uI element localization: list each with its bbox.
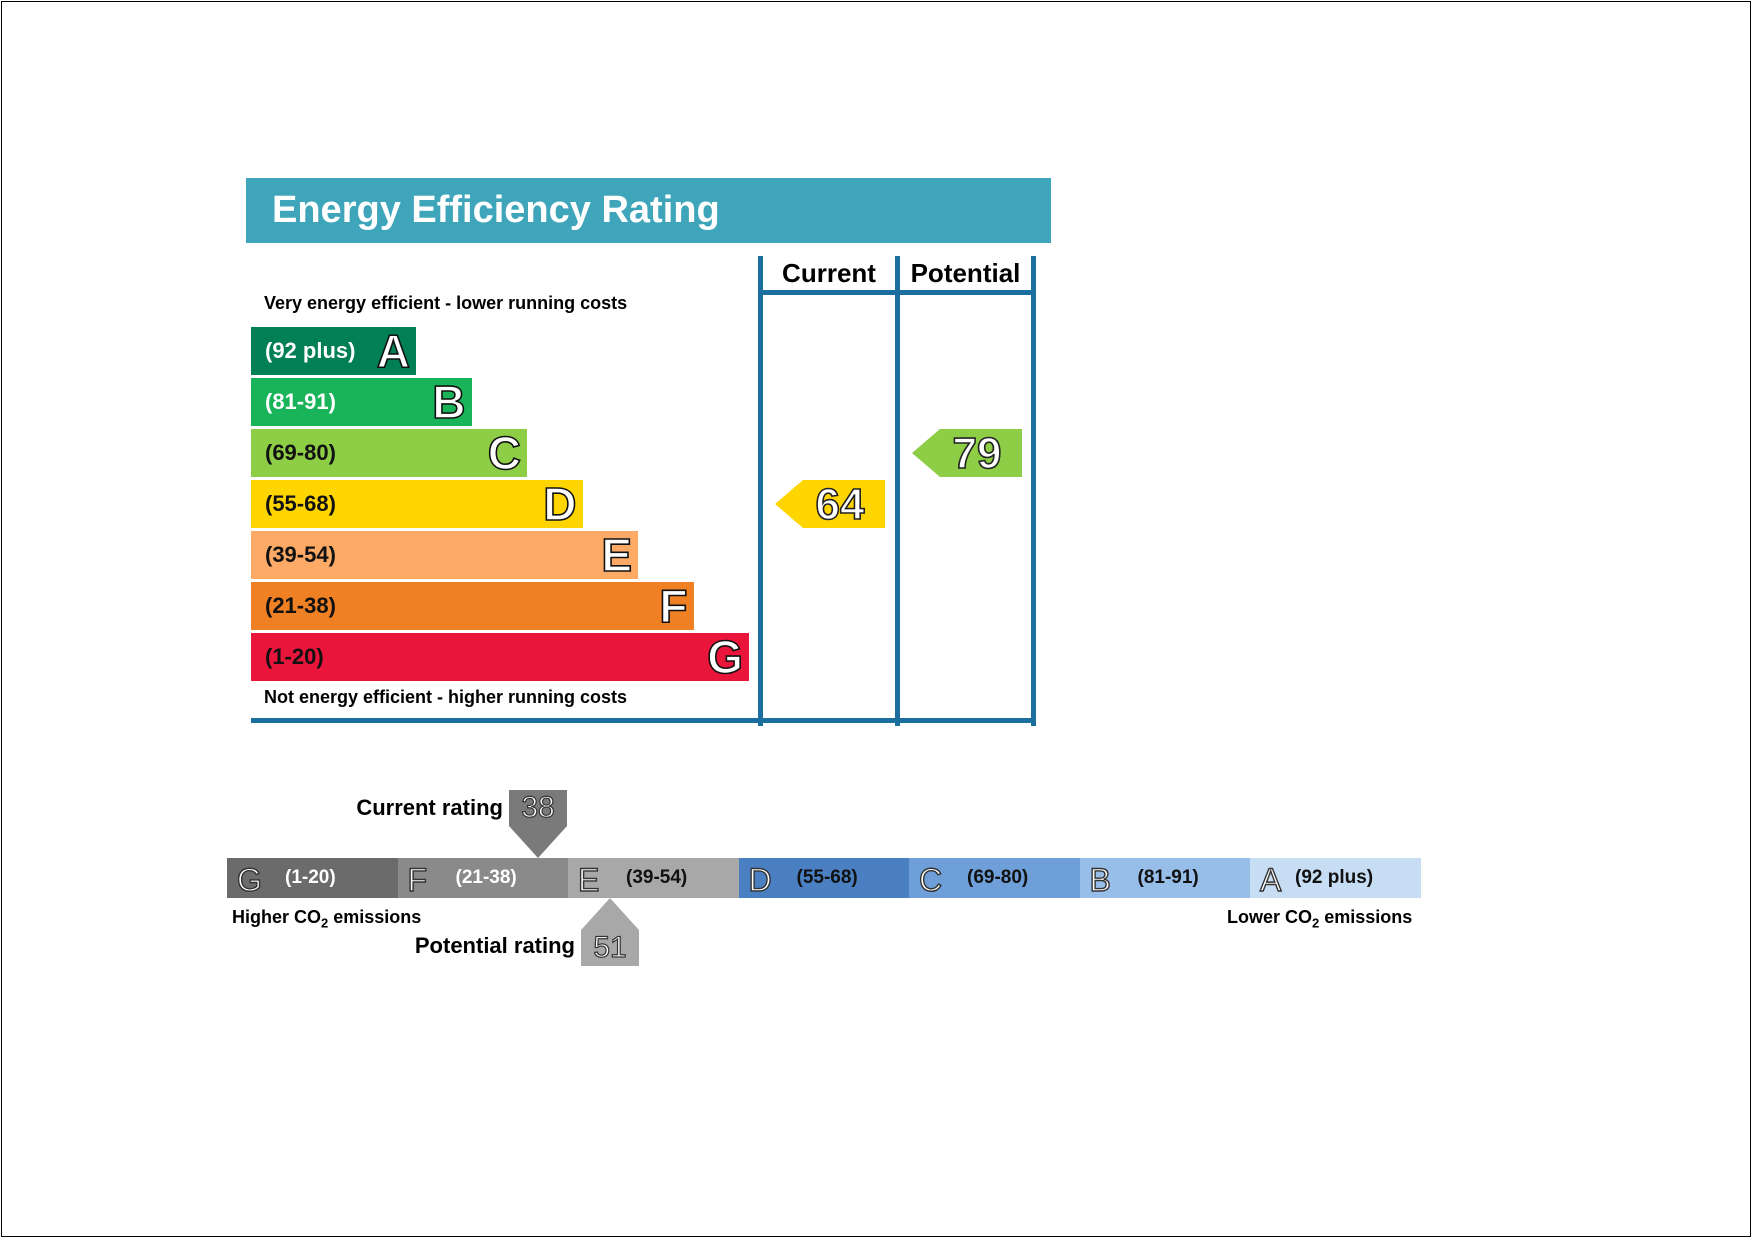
co2-segment-letter: G <box>236 861 262 898</box>
co2-segment-letter: B <box>1089 861 1112 898</box>
potential-column-header: Potential <box>910 258 1021 288</box>
column-line-middle <box>895 256 900 726</box>
top-caption: Very energy efficient - lower running co… <box>264 293 628 313</box>
co2-segment-range: (92 plus) <box>1295 867 1374 888</box>
potential-co2-marker-shape <box>581 898 639 966</box>
band-c: (69-80) C <box>251 426 527 480</box>
potential-co2-value: 51 <box>593 930 628 964</box>
band-letter: E <box>601 528 633 582</box>
column-line-left <box>758 256 763 726</box>
band-range-label: (92 plus) <box>265 338 356 363</box>
co2-segment-letter: A <box>1259 861 1282 898</box>
current-co2-marker: 38 <box>509 790 567 858</box>
higher-co2-caption: Higher CO2 emissions <box>232 907 422 931</box>
lower-co2-caption: Lower CO2 emissions <box>1227 907 1413 931</box>
potential-rating-arrow-value: 79 <box>952 428 1003 479</box>
co2-segment-e: E (39-54) <box>568 858 739 899</box>
current-co2-marker-shape <box>509 790 567 858</box>
band-f: (21-38) F <box>251 579 694 633</box>
potential-rating-arrow: 79 <box>912 428 1022 479</box>
current-rating-arrow-value: 64 <box>815 479 866 530</box>
band-d: (55-68) D <box>251 477 583 531</box>
band-range-label: (39-54) <box>265 542 336 567</box>
co2-segment-c: C (69-80) <box>909 858 1080 899</box>
bottom-caption: Not energy efficient - higher running co… <box>264 687 628 707</box>
current-rating-arrow: 64 <box>775 479 885 530</box>
column-line-right <box>1031 256 1036 726</box>
band-e: (39-54) E <box>251 528 638 582</box>
potential-co2-marker: 51 <box>581 898 639 966</box>
chart-title: Energy Efficiency Rating <box>272 189 720 231</box>
co2-segment-range: (55-68) <box>796 867 858 888</box>
band-b: (81-91) B <box>251 375 472 429</box>
current-column-header: Current <box>782 258 876 288</box>
current-rating-arrow-shape <box>775 480 885 528</box>
band-range-label: (81-91) <box>265 389 336 414</box>
co2-segment-range: (21-38) <box>455 867 517 888</box>
chart-bottom-line <box>251 718 1036 723</box>
current-co2-value: 38 <box>521 790 556 824</box>
band-letter: D <box>542 477 577 531</box>
co2-segment-range: (39-54) <box>626 867 688 888</box>
co2-segment-letter: F <box>407 861 428 898</box>
co2-segment-f: F (21-38) <box>397 858 569 899</box>
band-letter: C <box>487 426 522 480</box>
band-a: (92 plus) A <box>251 324 416 378</box>
column-header-divider <box>758 290 1036 295</box>
band-letter: A <box>376 324 411 378</box>
co2-segment-range: (69-80) <box>967 867 1029 888</box>
co2-segment-letter: C <box>918 861 943 898</box>
co2-segment-d: D (55-68) <box>738 858 910 899</box>
potential-co2-label: Potential rating <box>414 933 575 958</box>
band-range-label: (55-68) <box>265 491 336 516</box>
band-range-label: (69-80) <box>265 440 336 465</box>
band-letter: F <box>659 579 689 633</box>
band-letter: B <box>431 375 466 429</box>
co2-segment-b: B (81-91) <box>1079 858 1251 899</box>
band-range-label: (21-38) <box>265 593 336 618</box>
title-bar <box>246 178 1051 243</box>
co2-segment-letter: D <box>748 861 773 898</box>
co2-segment-range: (81-91) <box>1137 867 1199 888</box>
co2-segment-letter: E <box>577 861 600 898</box>
potential-rating-arrow-shape <box>912 429 1022 477</box>
band-range-label: (1-20) <box>265 644 324 669</box>
co2-segment-range: (1-20) <box>285 867 336 888</box>
band-g: (1-20) G <box>251 630 749 684</box>
co2-segment-a: A (92 plus) <box>1250 858 1421 899</box>
current-co2-label: Current rating <box>356 795 503 820</box>
band-letter: G <box>706 630 743 684</box>
co2-segment-g: G (1-20) <box>227 858 398 899</box>
